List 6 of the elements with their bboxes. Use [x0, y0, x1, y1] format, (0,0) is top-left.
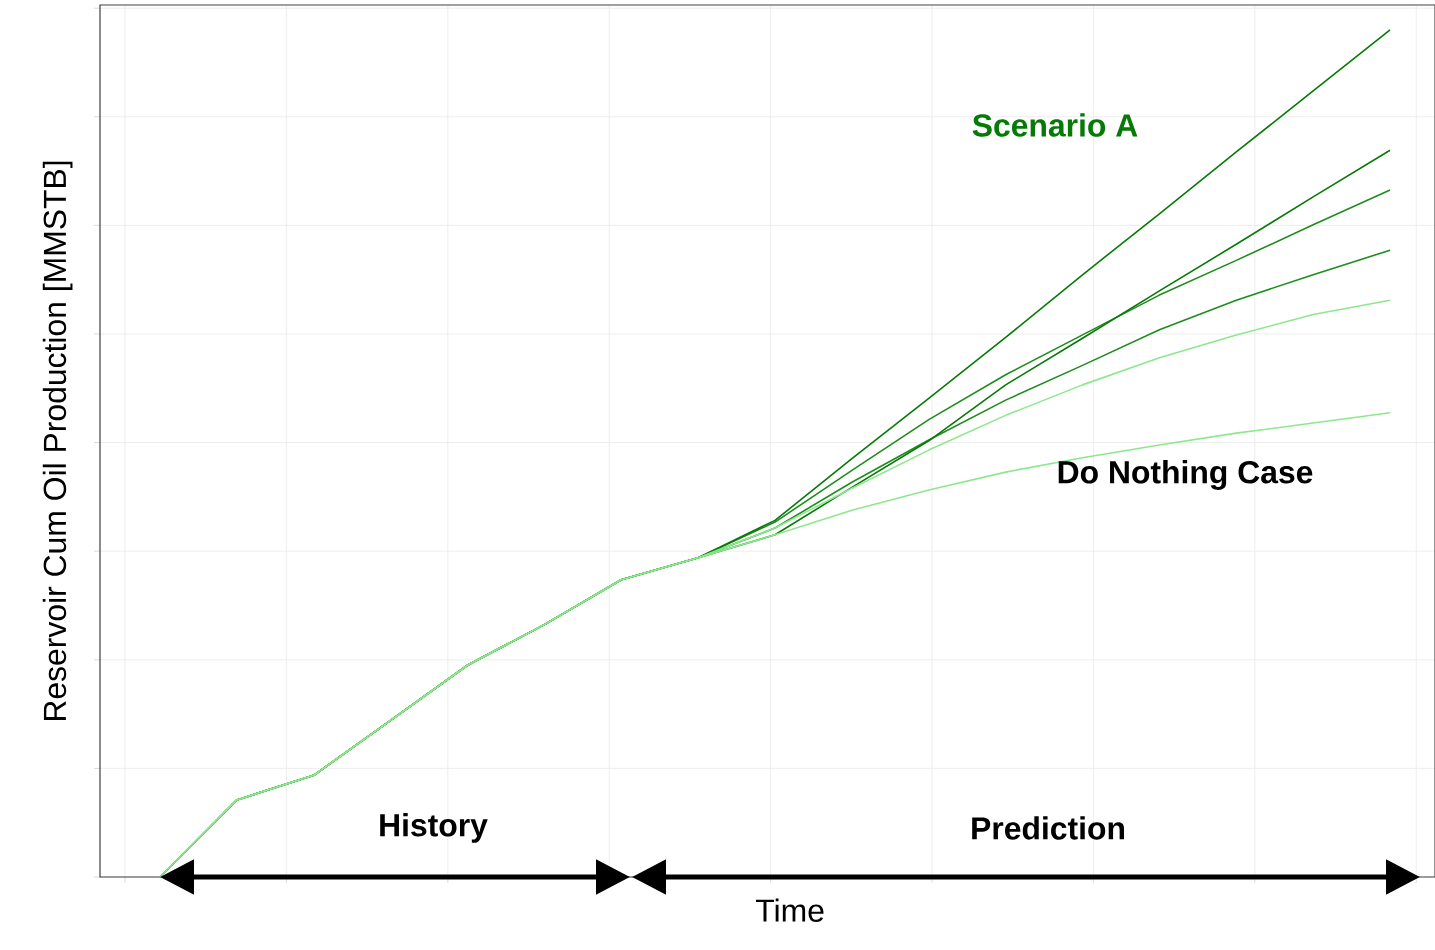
y-axis-title: Reservoir Cum Oil Production [MMSTB]	[42, 161, 73, 721]
annotation: Prediction	[972, 816, 1124, 840]
x-axis-title: Time	[755, 898, 824, 922]
annotation: History	[380, 813, 488, 843]
text: Scenario A	[972, 113, 1138, 137]
series-label: Do Nothing Case	[1058, 460, 1313, 490]
